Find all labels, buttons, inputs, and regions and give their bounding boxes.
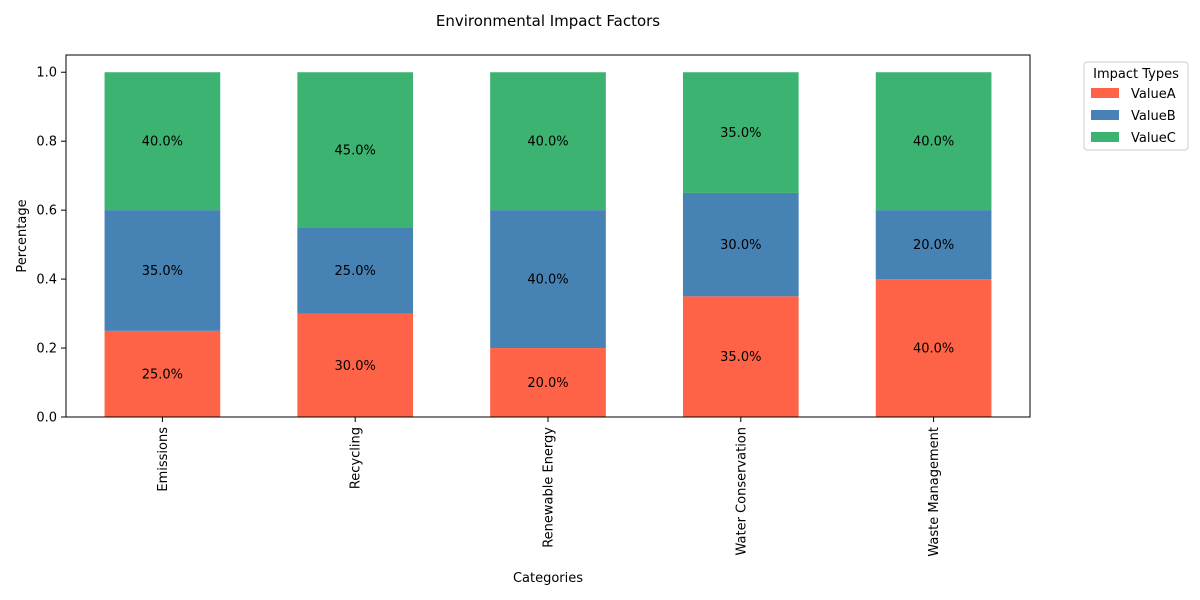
data-label-valuec-2: 40.0% xyxy=(527,135,568,150)
data-label-valuec-4: 40.0% xyxy=(913,135,954,150)
legend-label-valueb: ValueB xyxy=(1131,109,1176,124)
data-label-valuec-3: 35.0% xyxy=(720,126,761,141)
data-label-valueb-3: 30.0% xyxy=(720,238,761,253)
bar-valuea-3 xyxy=(682,296,799,417)
x-tick-label: Water Conservation xyxy=(734,427,749,556)
y-axis: 0.0 0.2 0.4 0.6 0.8 1.0 xyxy=(36,66,66,426)
bar-valueb-2 xyxy=(490,210,606,349)
legend-swatch-valuea xyxy=(1091,88,1119,98)
bar-valuec-2 xyxy=(490,72,606,211)
legend: Impact Types ValueA ValueB ValueC xyxy=(1083,61,1189,151)
x-tick-label: Waste Management xyxy=(927,427,942,557)
legend-box xyxy=(1083,61,1189,151)
legend-label-valuea: ValueA xyxy=(1131,87,1176,102)
legend-title: Impact Types xyxy=(1093,67,1179,82)
y-tick-label: 0.6 xyxy=(36,204,57,219)
data-label-valueb-0: 35.0% xyxy=(142,264,183,279)
legend-swatch-valuec xyxy=(1091,132,1119,142)
x-axis-label: Categories xyxy=(513,571,583,586)
data-label-valuea-0: 25.0% xyxy=(142,367,183,382)
data-label-valuec-0: 40.0% xyxy=(142,135,183,150)
y-tick-label: 0.8 xyxy=(36,135,57,150)
bar-valuea-0 xyxy=(104,330,221,417)
data-label-valuea-2: 20.0% xyxy=(527,376,568,391)
y-tick-label: 0.0 xyxy=(36,411,57,426)
bar-valuea-2 xyxy=(490,348,606,417)
x-tick-label: Recycling xyxy=(349,427,364,489)
data-label-valueb-2: 40.0% xyxy=(527,273,568,288)
bar-valuea-4 xyxy=(875,279,992,417)
y-tick-label: 1.0 xyxy=(36,66,57,81)
data-label-valuea-1: 30.0% xyxy=(335,359,376,374)
bars-group xyxy=(104,72,992,417)
bar-valuec-3 xyxy=(682,72,799,193)
bar-valuec-0 xyxy=(104,72,221,211)
y-tick-label: 0.4 xyxy=(36,273,57,288)
bar-valueb-0 xyxy=(104,210,221,331)
legend-swatch-valueb xyxy=(1091,110,1119,120)
data-label-valuea-4: 40.0% xyxy=(913,342,954,357)
bar-valueb-1 xyxy=(297,227,414,314)
bar-valueb-4 xyxy=(875,210,992,280)
data-labels-group: 25.0% 30.0% 20.0% 35.0% 40.0% 35.0% 25.0% 40.0%… xyxy=(142,126,955,391)
data-label-valuea-3: 35.0% xyxy=(720,350,761,365)
data-label-valueb-1: 25.0% xyxy=(335,264,376,279)
bar-valueb-3 xyxy=(682,192,799,297)
chart-title: Environmental Impact Factors xyxy=(436,12,660,30)
y-axis-label: Percentage xyxy=(15,199,30,272)
legend-label-valuec: ValueC xyxy=(1131,131,1176,146)
x-tick-label: Emissions xyxy=(156,427,171,492)
y-tick-label: 0.2 xyxy=(36,342,57,357)
bar-valuea-1 xyxy=(297,313,414,417)
x-tick-label: Renewable Energy xyxy=(542,427,557,548)
bar-valuec-1 xyxy=(297,72,414,228)
x-axis: Emissions Recycling Renewable Energy Water … xyxy=(156,417,942,557)
data-label-valuec-1: 45.0% xyxy=(335,143,376,158)
data-label-valueb-4: 20.0% xyxy=(913,238,954,253)
bar-valuec-4 xyxy=(875,72,992,211)
